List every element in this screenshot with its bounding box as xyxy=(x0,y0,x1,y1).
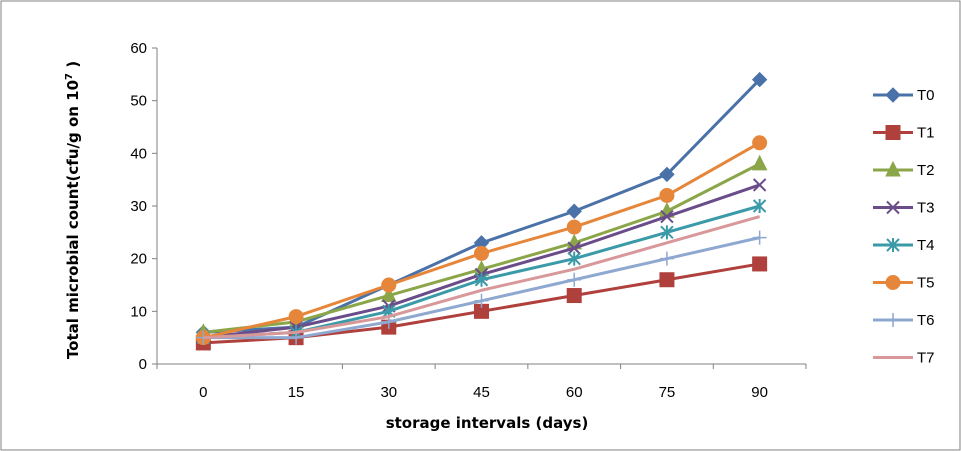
data-point xyxy=(566,288,582,304)
y-tick-label: 0 xyxy=(139,356,147,373)
legend-marker xyxy=(885,275,901,290)
legend-label: T7 xyxy=(917,350,935,367)
y-tick-label: 60 xyxy=(130,40,147,57)
data-point xyxy=(751,154,768,171)
legend-item-t0: T0 xyxy=(873,87,935,104)
data-point xyxy=(567,251,581,266)
legend-item-t6: T6 xyxy=(873,312,935,329)
y-tick-label: 10 xyxy=(130,303,147,320)
series-layer xyxy=(195,71,768,351)
data-point xyxy=(381,277,397,293)
x-axis-title: storage intervals (days) xyxy=(386,414,589,432)
data-point xyxy=(752,230,767,245)
legend-marker xyxy=(886,313,900,327)
legend-marker xyxy=(885,160,901,177)
legend-marker xyxy=(885,87,901,103)
series-t7 xyxy=(203,215,761,340)
y-axis-title: Total microbial count(cfu/g on 107 ) xyxy=(64,61,82,359)
legend-marker xyxy=(886,200,900,215)
axes xyxy=(152,47,807,369)
y-tick-label: 20 xyxy=(130,251,147,268)
y-tick-label: 40 xyxy=(130,145,147,162)
legend-label: T6 xyxy=(917,312,935,329)
data-point xyxy=(380,286,397,303)
y-tick-label: 50 xyxy=(130,93,147,110)
data-point xyxy=(288,309,304,325)
data-point xyxy=(752,199,767,213)
series-line xyxy=(203,215,761,340)
data-point xyxy=(474,245,489,261)
data-point xyxy=(659,272,675,288)
series-t6 xyxy=(196,230,767,345)
data-point xyxy=(752,178,767,192)
legend-label: T0 xyxy=(917,87,935,104)
legend-item-t3: T3 xyxy=(873,200,935,217)
legend-item-t4: T4 xyxy=(873,237,935,254)
data-point xyxy=(659,251,674,266)
x-tick-label: 90 xyxy=(751,384,768,401)
y-tick-label: 30 xyxy=(130,198,147,215)
data-point xyxy=(752,135,768,151)
data-point xyxy=(567,241,581,255)
legend-label: T1 xyxy=(917,125,935,142)
x-tick-label: 60 xyxy=(566,384,583,401)
data-point xyxy=(660,225,674,240)
x-tick-label: 30 xyxy=(380,384,397,401)
legend-label: T4 xyxy=(917,237,935,254)
data-point xyxy=(660,209,674,224)
data-point xyxy=(567,272,582,287)
legend-label: T2 xyxy=(917,162,935,179)
legend-label: T3 xyxy=(917,200,935,217)
data-point xyxy=(566,219,582,235)
data-point xyxy=(659,187,675,203)
legend-item-t5: T5 xyxy=(873,275,935,292)
data-point xyxy=(566,203,582,219)
legend-marker xyxy=(885,125,901,140)
legend-item-t2: T2 xyxy=(873,160,935,179)
legend-label: T5 xyxy=(917,275,935,292)
legend: T0 T1 T2 T3 T4 T5 T6 T7 xyxy=(873,87,935,367)
data-point xyxy=(751,71,768,88)
x-tick-label: 0 xyxy=(199,384,207,401)
tick-labels: 0 10 20 30 40 50 60 0 15 30 45 60 75 90 xyxy=(130,40,768,401)
data-point xyxy=(659,166,675,183)
x-tick-label: 15 xyxy=(288,384,305,401)
x-tick-label: 45 xyxy=(473,384,490,401)
legend-marker xyxy=(886,238,900,252)
x-tick-label: 75 xyxy=(659,384,676,401)
legend-item-t1: T1 xyxy=(873,125,935,142)
data-point xyxy=(752,256,768,272)
legend-item-t7: T7 xyxy=(873,350,935,367)
data-point xyxy=(474,293,489,308)
data-point xyxy=(474,272,489,287)
